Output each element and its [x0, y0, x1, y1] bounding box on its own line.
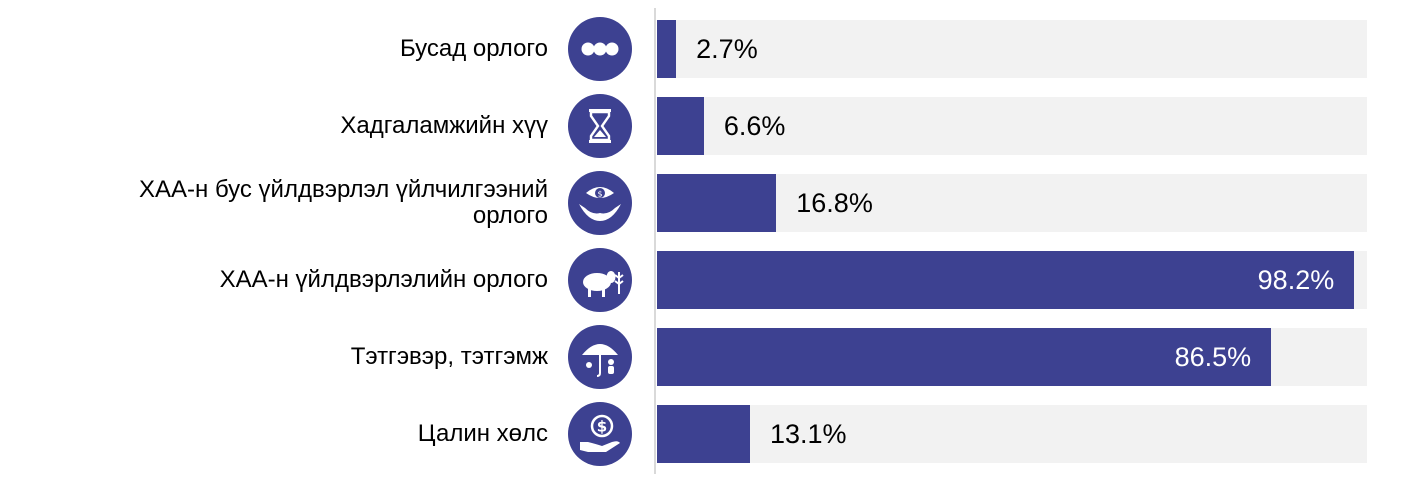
- bar-track: 13.1%: [657, 405, 1367, 463]
- coin-hand-icon: $: [568, 402, 632, 466]
- category-label: Тэтгэвэр, тэтгэмж: [0, 344, 548, 370]
- umbrella-family-icon: [568, 325, 632, 389]
- category-label: Хадгаламжийн хүү: [0, 113, 548, 139]
- bar: [657, 328, 1272, 386]
- category-axis-line: [654, 8, 656, 474]
- bar: [657, 97, 704, 155]
- value-label: 6.6%: [723, 111, 786, 141]
- category-label-line: Цалин хөлс: [417, 420, 548, 447]
- category-label-line: ХАА-н үйлдвэрлэлийн орлого: [219, 266, 548, 293]
- coin-hands-icon: $: [568, 171, 632, 235]
- value-label: 2.7%: [696, 34, 758, 64]
- bar: [657, 20, 677, 78]
- category-label: ХАА-н бус үйлдвэрлэл үйлчилгээний орлого: [0, 177, 548, 229]
- category-label: Бусад орлого: [0, 36, 548, 62]
- bar: [657, 405, 750, 463]
- bar: [657, 251, 1355, 309]
- bar: [657, 174, 777, 232]
- bar-track: 98.2%: [657, 251, 1367, 309]
- category-label-line: Хадгаламжийн хүү: [340, 112, 548, 139]
- bar-track: 86.5%: [657, 328, 1367, 386]
- bar-track: 6.6%: [657, 97, 1367, 155]
- svg-text:$: $: [597, 190, 602, 199]
- category-label: Цалин хөлс: [0, 421, 548, 447]
- sheep-icon: [568, 248, 632, 312]
- bar-track: 16.8%: [657, 174, 1367, 232]
- value-label: 86.5%: [1174, 342, 1252, 372]
- value-label: 16.8%: [796, 188, 873, 218]
- category-label: ХАА-н үйлдвэрлэлийн орлого: [0, 267, 548, 293]
- bar-track: 2.7%: [657, 20, 1367, 78]
- category-label-line: Тэтгэвэр, тэтгэмж: [350, 343, 548, 370]
- more-dots-icon: [568, 17, 632, 81]
- category-label-line: Бусад орлого: [399, 35, 548, 62]
- category-label-line: ХАА-н бус үйлдвэрлэл үйлчилгээний: [139, 176, 548, 203]
- hourglass-icon: [568, 94, 632, 158]
- svg-text:$: $: [597, 418, 607, 436]
- category-label-line: орлого: [472, 202, 548, 229]
- value-label: 98.2%: [1257, 265, 1335, 295]
- value-label: 13.1%: [770, 419, 847, 449]
